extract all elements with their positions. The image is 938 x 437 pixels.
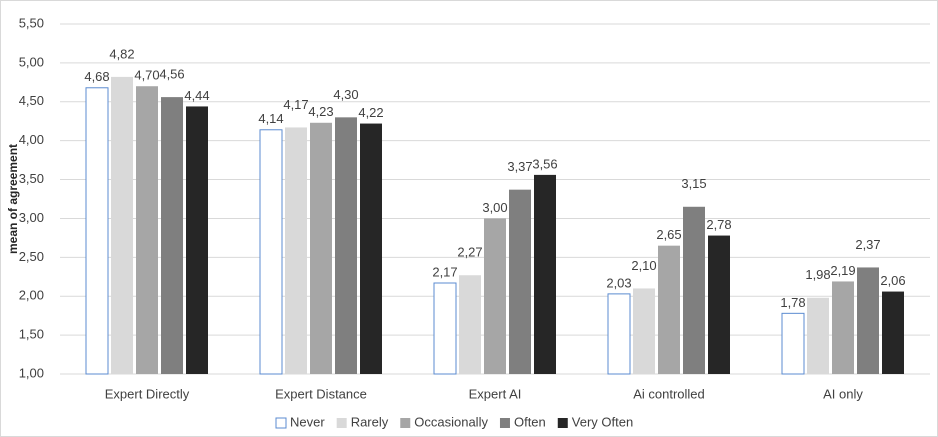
y-tick-label: 2,50: [19, 249, 44, 264]
value-label: 4,82: [109, 46, 134, 61]
value-label: 4,17: [283, 97, 308, 112]
legend-label: Occasionally: [414, 414, 488, 429]
legend-label: Never: [290, 414, 325, 429]
bar: [832, 281, 854, 374]
y-tick-label: 1,00: [19, 365, 44, 380]
bar: [781, 312, 805, 375]
legend-label: Rarely: [351, 414, 389, 429]
value-label: 2,19: [830, 263, 855, 278]
bar: [509, 189, 531, 374]
value-label: 4,56: [159, 67, 184, 82]
x-tick-label: Ai controlled: [633, 386, 705, 401]
bar: [310, 122, 332, 375]
bar: [807, 297, 829, 374]
legend-swatch: [275, 417, 287, 429]
bar: [534, 174, 556, 374]
bar: [433, 282, 457, 375]
value-label: 4,44: [184, 88, 209, 103]
y-tick-label: 2,00: [19, 288, 44, 303]
bar: [85, 87, 109, 375]
y-tick-label: 4,00: [19, 132, 44, 147]
value-label: 2,06: [880, 273, 905, 288]
value-label: 4,68: [84, 69, 109, 84]
value-label: 4,30: [333, 87, 358, 102]
y-tick-label: 5,00: [19, 54, 44, 69]
value-label: 3,56: [532, 156, 557, 171]
bar: [259, 129, 283, 375]
bar: [607, 293, 631, 375]
legend-swatch: [499, 418, 510, 428]
y-axis-title: mean of agreement: [6, 144, 20, 254]
value-label: 2,10: [631, 258, 656, 273]
value-label: 2,78: [706, 217, 731, 232]
value-label: 2,03: [606, 275, 631, 290]
x-tick-label: AI only: [823, 386, 863, 401]
value-label: 3,37: [507, 159, 532, 174]
value-label: 4,23: [308, 104, 333, 119]
value-label: 3,15: [681, 176, 706, 191]
x-tick-label: Expert AI: [469, 386, 522, 401]
y-tick-label: 4,50: [19, 93, 44, 108]
bar: [161, 97, 183, 374]
value-label: 2,17: [432, 264, 457, 279]
bar: [658, 245, 680, 374]
value-label: 4,14: [258, 111, 283, 126]
x-tick-label: Expert Directly: [105, 386, 190, 401]
bar: [360, 123, 382, 374]
bar: [136, 86, 158, 374]
bar: [459, 275, 481, 374]
legend-swatch: [400, 418, 411, 428]
bar: [186, 106, 208, 374]
value-label: 1,78: [780, 295, 805, 310]
bar: [882, 291, 904, 374]
value-label: 2,37: [855, 237, 880, 252]
value-label: 2,65: [656, 227, 681, 242]
value-label: 4,22: [358, 105, 383, 120]
legend-swatch: [557, 418, 568, 428]
legend-label: Very Often: [572, 414, 633, 429]
bar: [683, 206, 705, 374]
y-tick-label: 3,50: [19, 171, 44, 186]
bar: [285, 127, 307, 374]
y-tick-label: 5,50: [19, 15, 44, 30]
bar: [633, 288, 655, 374]
x-tick-label: Expert Distance: [275, 386, 367, 401]
value-label: 4,70: [134, 68, 159, 83]
bar: [111, 76, 133, 374]
value-label: 2,27: [457, 245, 482, 260]
legend-label: Often: [514, 414, 546, 429]
bar: [335, 117, 357, 374]
y-tick-label: 1,50: [19, 327, 44, 342]
y-tick-label: 3,00: [19, 210, 44, 225]
value-label: 3,00: [482, 200, 507, 215]
value-label: 1,98: [805, 267, 830, 282]
bar: [857, 267, 879, 374]
bar: [484, 218, 506, 374]
legend-swatch: [336, 418, 347, 428]
bar: [708, 235, 730, 374]
